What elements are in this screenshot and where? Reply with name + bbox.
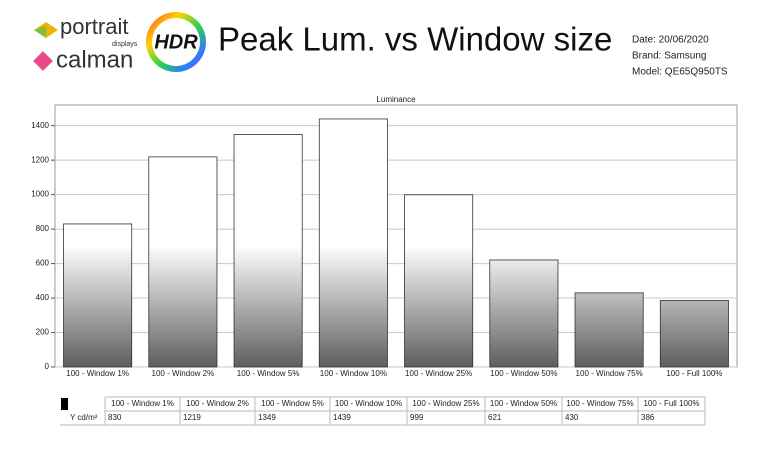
y-tick-label: 1400 xyxy=(31,121,49,130)
table-cell: 1349 xyxy=(258,413,276,422)
x-tick-label: 100 - Window 75% xyxy=(576,369,643,378)
table-header: 100 - Window 10% xyxy=(335,399,402,408)
table-header: 100 - Window 75% xyxy=(566,399,633,408)
logo-icon xyxy=(34,26,46,38)
date: Date: 20/06/2020 xyxy=(632,35,709,46)
brand: Brand: Samsung xyxy=(632,51,707,62)
table-cell: 830 xyxy=(108,413,122,422)
y-tick-label: 1000 xyxy=(31,190,49,199)
table-cell: 621 xyxy=(488,413,502,422)
table-header: 100 - Full 100% xyxy=(643,399,699,408)
logo-icon xyxy=(33,51,53,71)
bar xyxy=(63,223,133,368)
brand-sub: displays xyxy=(112,41,138,48)
x-tick-label: 100 - Full 100% xyxy=(666,369,722,378)
x-tick-label: 100 - Window 2% xyxy=(152,369,215,378)
y-tick-label: 800 xyxy=(36,224,50,233)
table-header: 100 - Window 25% xyxy=(412,399,479,408)
x-tick-label: 100 - Window 25% xyxy=(405,369,472,378)
table-header: 100 - Window 1% xyxy=(111,399,174,408)
model: Model: QE65Q950TS xyxy=(632,67,728,78)
bar xyxy=(404,194,474,368)
bar xyxy=(659,300,729,368)
x-tick-label: 100 - Window 1% xyxy=(66,369,129,378)
y-tick-label: 200 xyxy=(36,328,50,337)
bar xyxy=(489,259,559,368)
x-tick-label: 100 - Window 10% xyxy=(320,369,387,378)
y-tick-label: 0 xyxy=(45,362,50,371)
table-header: 100 - Window 5% xyxy=(261,399,324,408)
chart-subtitle: Luminance xyxy=(376,95,416,104)
table-header: 100 - Window 50% xyxy=(490,399,557,408)
table-cell: 430 xyxy=(565,413,579,422)
table: Y cd/m² 100 - Window 1% 830 100 - Window 2%… xyxy=(60,396,706,426)
title: Peak Lum. vs Window size xyxy=(218,21,612,58)
table-header: 100 - Window 2% xyxy=(186,399,249,408)
logos: portrait displays calman HDR xyxy=(33,12,206,73)
x-tick-label: 100 - Window 50% xyxy=(490,369,557,378)
plot: 0 200 400 600 800 1000 1200 1400 100 - Window 1%… xyxy=(31,104,738,378)
bar xyxy=(233,134,303,368)
row-label: Y cd/m² xyxy=(70,413,98,422)
brand-calman: calman xyxy=(56,46,133,73)
y-tick-label: 400 xyxy=(36,293,50,302)
bar xyxy=(148,156,218,368)
x-tick-label: 100 - Window 5% xyxy=(237,369,300,378)
y-tick-label: 1200 xyxy=(31,155,49,164)
bar xyxy=(318,118,388,368)
badge-inner xyxy=(152,18,200,66)
table-cell: 386 xyxy=(641,413,655,422)
table-cell: 999 xyxy=(410,413,424,422)
bar xyxy=(574,292,644,368)
badge: HDR xyxy=(154,31,198,53)
table-cell: 1439 xyxy=(333,413,351,422)
brand-portrait: portrait xyxy=(60,14,128,39)
y-tick-label: 600 xyxy=(36,259,50,268)
table-cell: 1219 xyxy=(183,413,201,422)
row-marker xyxy=(61,398,68,410)
